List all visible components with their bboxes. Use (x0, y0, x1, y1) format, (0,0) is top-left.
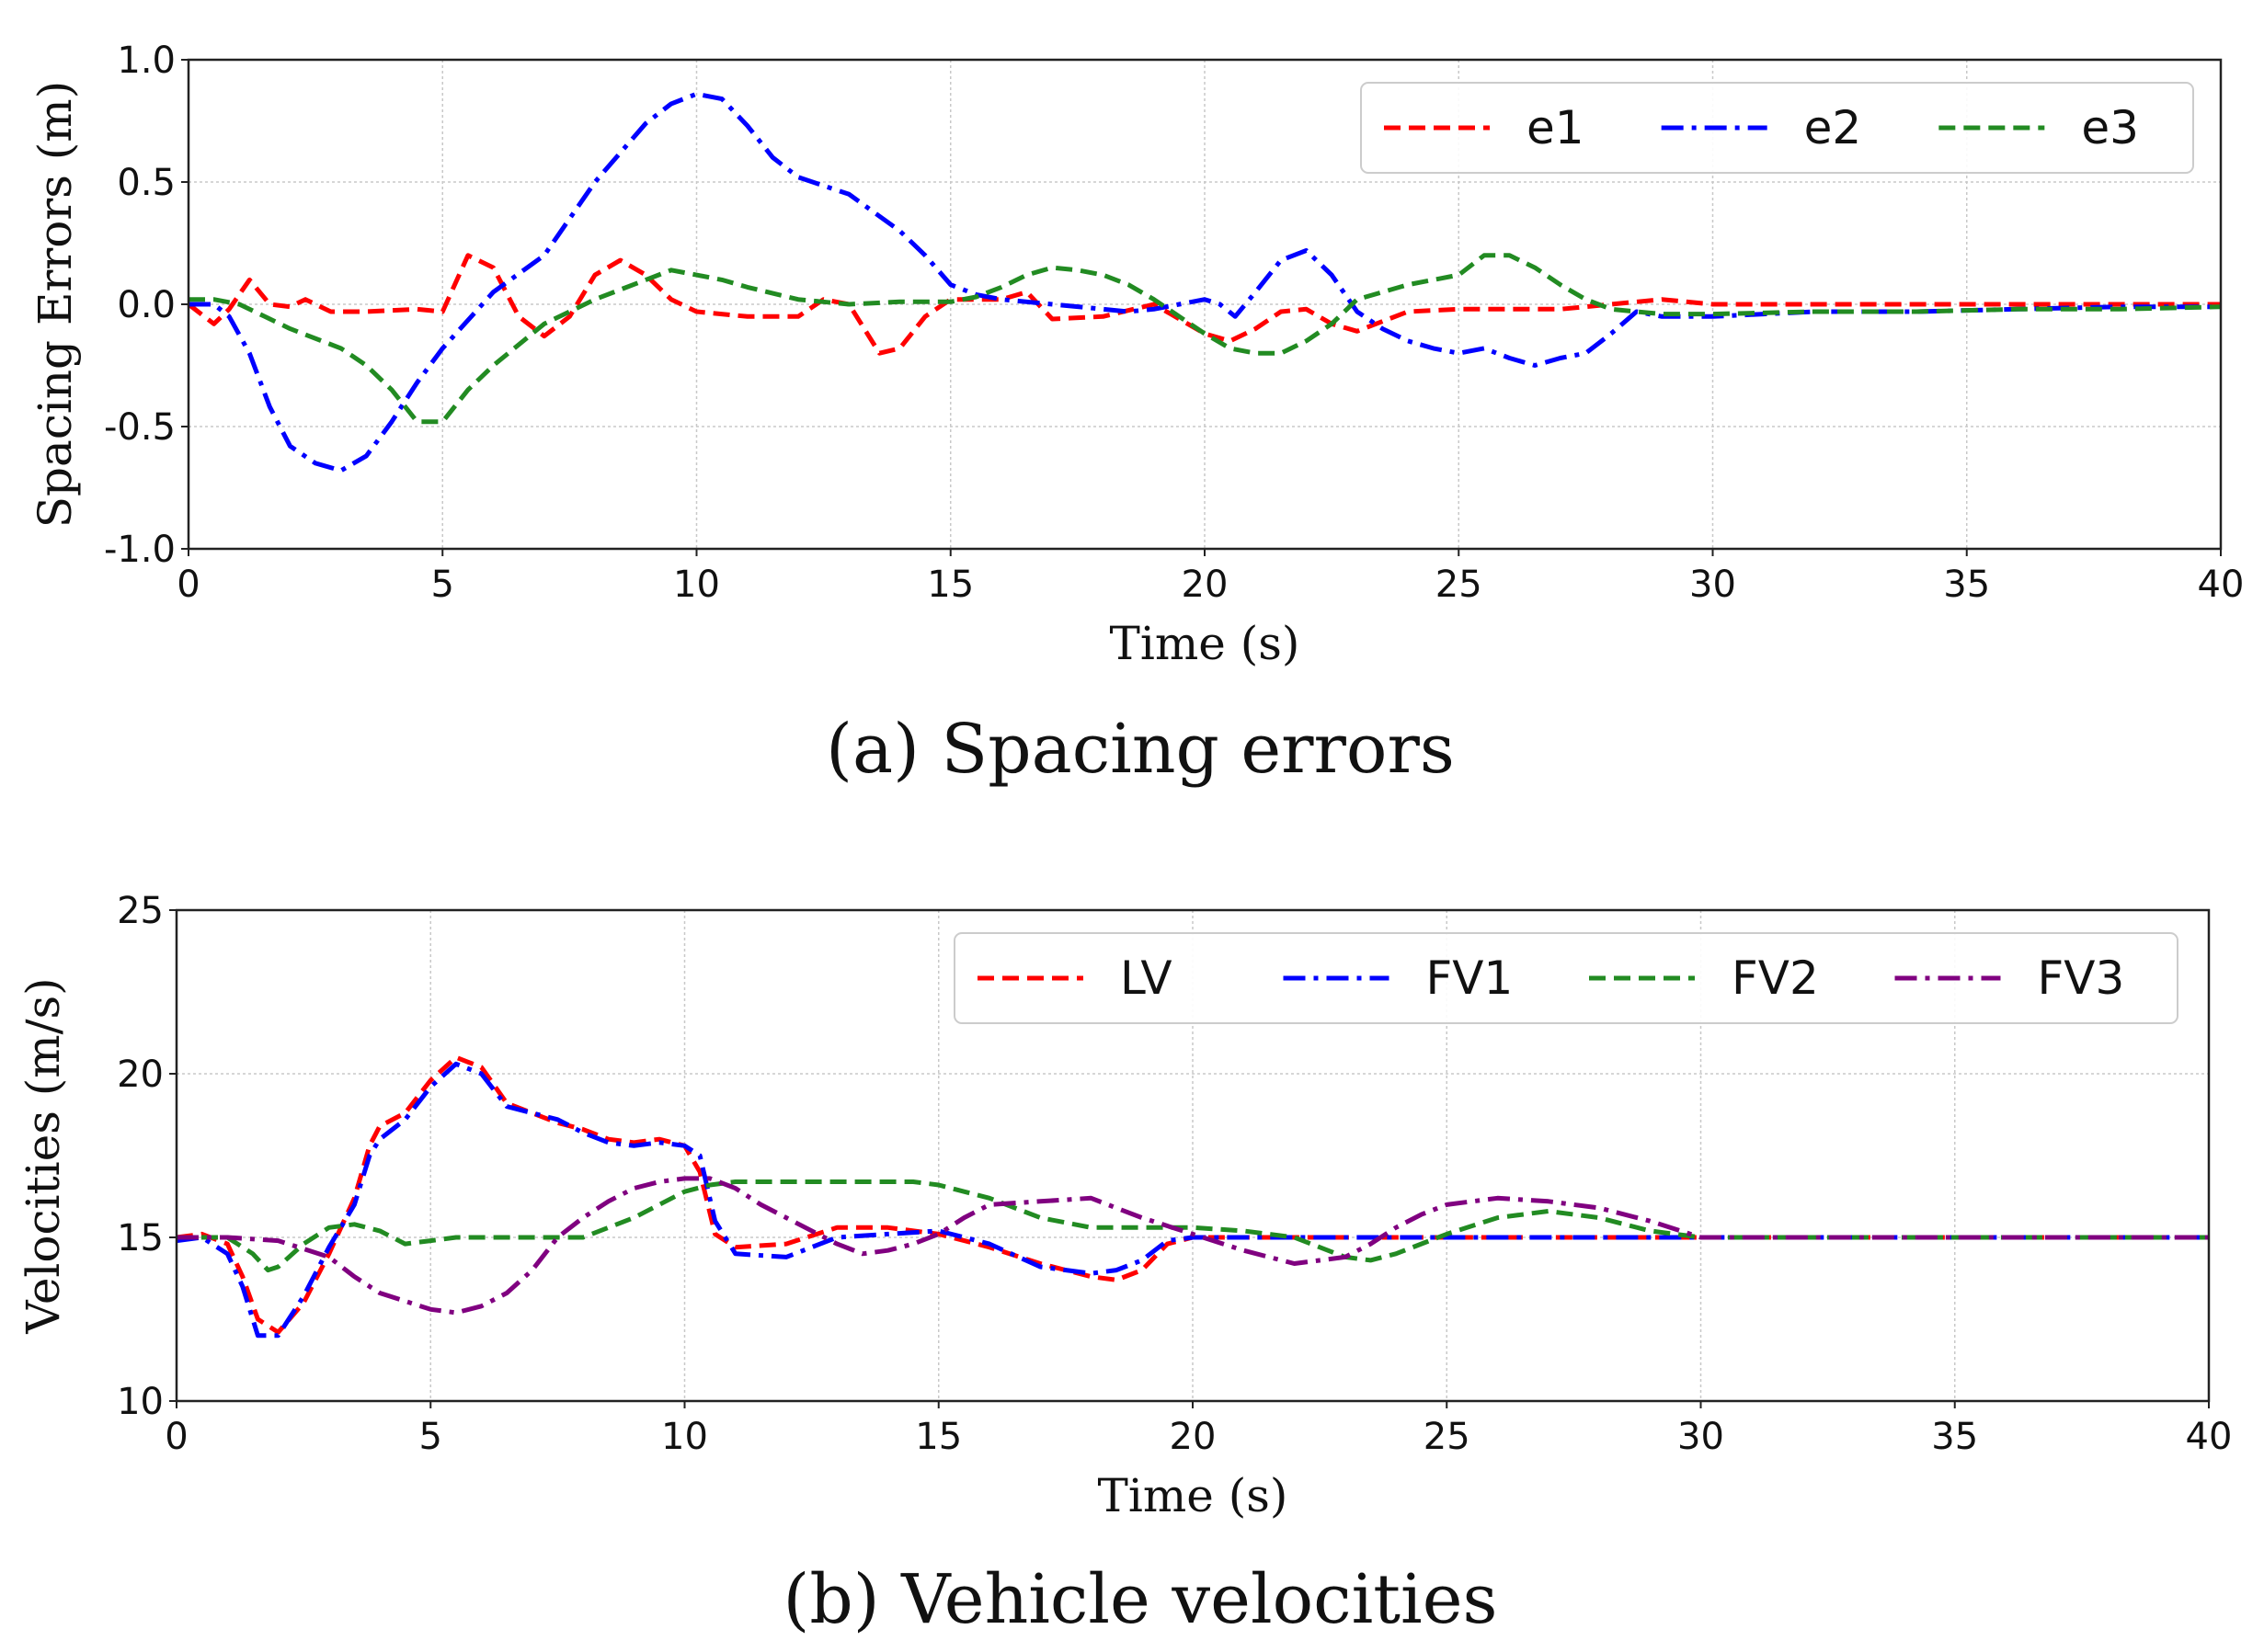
legend-label-fv1: FV1 (1426, 951, 1514, 1005)
legend-box (1360, 82, 2194, 174)
x-tick-label: 25 (1435, 564, 1482, 606)
x-tick-label: 35 (1931, 1416, 1978, 1458)
y-tick-label: 15 (117, 1217, 164, 1259)
legend-label-fv3: FV3 (2038, 951, 2125, 1005)
series-line-e2 (189, 91, 2221, 473)
y-tick-label: 25 (117, 890, 164, 932)
legend-label-e1: e1 (1526, 101, 1584, 154)
x-tick-label: 0 (177, 564, 200, 606)
series-line-fv1 (176, 1061, 2209, 1339)
x-axis-label: Time (s) (1110, 617, 1300, 670)
x-tick-label: 5 (431, 564, 454, 606)
series-line-fv2 (177, 1179, 2209, 1273)
chart-caption: (b) Vehicle velocities (783, 1560, 1498, 1639)
chart-caption: (a) Spacing errors (826, 710, 1455, 789)
x-tick-label: 10 (673, 564, 720, 606)
y-tick-label: -1.0 (104, 529, 176, 571)
y-tick-label: 0.0 (117, 284, 176, 326)
y-axis-label: Velocities (m/s) (17, 977, 70, 1334)
y-tick-label: 0.5 (117, 162, 176, 204)
y-tick-label: -0.5 (104, 406, 176, 449)
legend-label-e3: e3 (2081, 101, 2139, 154)
y-axis-label: Spacing Errors (m) (29, 81, 82, 528)
spacing-errors-chart: 0 5 10 15 20 25 30 35 40 -1.0 -0.5 0.0 0.5 1.0 Time … (29, 40, 2244, 789)
x-tick-label: 10 (661, 1416, 708, 1458)
series-line-fv3 (177, 1176, 2209, 1316)
legend: e1 e2 e3 (1360, 82, 2194, 174)
x-tick-label: 0 (165, 1416, 188, 1458)
legend-label-lv: LV (1120, 951, 1172, 1005)
vehicle-velocities-chart: 0 5 10 15 20 25 30 35 40 10 15 20 25 Time (s) Veloc… (17, 890, 2232, 1639)
x-tick-label: 25 (1424, 1416, 1470, 1458)
x-tick-label: 35 (1943, 564, 1990, 606)
x-axis-label: Time (s) (1098, 1469, 1288, 1522)
x-tick-label: 20 (1170, 1416, 1217, 1458)
y-tick-label: 10 (117, 1381, 164, 1423)
x-tick-label: 30 (1689, 564, 1736, 606)
x-tick-label: 20 (1182, 564, 1229, 606)
legend-label-fv2: FV2 (1732, 951, 1819, 1005)
legend-label-e2: e2 (1804, 101, 1862, 154)
x-tick-label: 15 (915, 1416, 962, 1458)
x-tick-label: 30 (1677, 1416, 1724, 1458)
x-tick-label: 40 (2198, 564, 2245, 606)
y-tick-label: 20 (117, 1054, 164, 1096)
x-tick-label: 40 (2186, 1416, 2233, 1458)
legend: LV FV1 FV2 FV3 (954, 932, 2178, 1024)
x-tick-label: 5 (419, 1416, 442, 1458)
x-tick-label: 15 (927, 564, 974, 606)
legend-box (954, 932, 2178, 1024)
y-tick-label: 1.0 (117, 40, 176, 82)
